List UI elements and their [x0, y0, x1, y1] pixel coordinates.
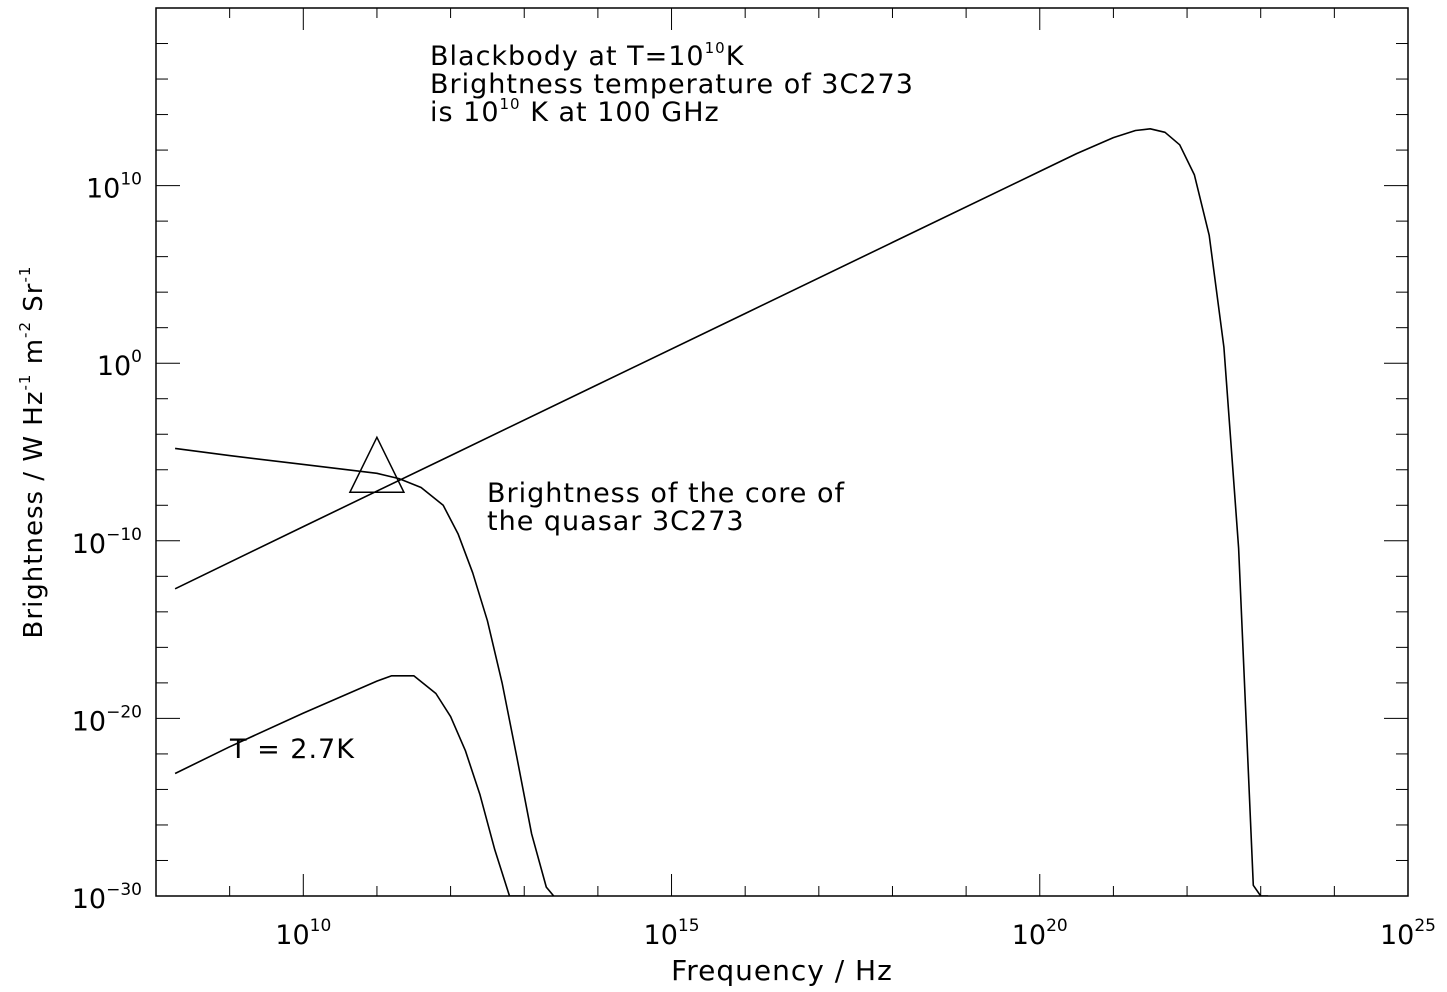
- major-ticks: [156, 8, 1409, 897]
- annotation-line: Blackbody at T=1010K: [430, 39, 745, 72]
- x-tick-label: 1025: [1380, 916, 1436, 951]
- y-tick-label: 10−20: [72, 702, 142, 737]
- y-tick-label: 10−10: [72, 525, 142, 560]
- plot-frame: [155, 7, 1409, 897]
- y-axis-label: Brightness / W Hz-1 m-2 Sr-1: [16, 266, 49, 639]
- markers: [348, 435, 406, 494]
- annotation-line: Brightness of the core of: [487, 478, 845, 509]
- annotation-line: the quasar 3C273: [487, 506, 745, 537]
- tick-labels: 1010 1015 1020 1025 1010 100 10−10 10−20 10−30: [72, 170, 1436, 951]
- x-tick-label: 1020: [1012, 916, 1068, 951]
- x-tick-label: 1015: [644, 916, 700, 951]
- y-tick-label: 100: [97, 347, 142, 382]
- series-line-1: [174, 128, 1269, 896]
- minor-ticks: [155, 8, 1408, 896]
- series-line-2: [174, 447, 555, 896]
- series-line-3: [174, 674, 525, 896]
- annotation-line: Brightness temperature of 3C273: [430, 69, 914, 100]
- annotation-line: T = 2.7K: [229, 734, 355, 765]
- y-tick-label: 10−30: [72, 880, 142, 915]
- y-tick-label: 1010: [86, 170, 142, 205]
- x-axis-label: Frequency / Hz: [671, 954, 893, 987]
- x-tick-label: 1010: [275, 916, 331, 951]
- annotation-line: is 1010 K at 100 GHz: [430, 95, 720, 128]
- curves: [174, 128, 1269, 896]
- data-triangle-marker: [348, 435, 406, 494]
